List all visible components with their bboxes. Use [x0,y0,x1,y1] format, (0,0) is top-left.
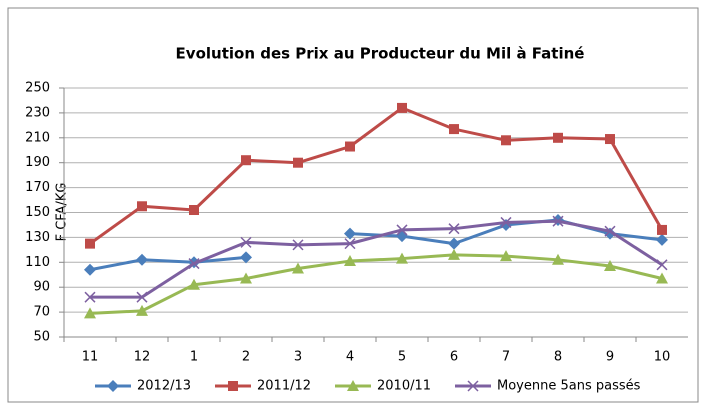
y-tick-label: 210 [25,130,50,145]
y-tick-label: 230 [25,105,50,120]
marker [188,258,200,270]
x-tick-label: 2 [242,350,250,365]
marker [396,252,408,264]
marker [228,381,238,391]
y-tick-label: 190 [25,155,50,170]
marker [85,238,95,249]
marker [136,253,148,266]
marker [292,239,304,251]
marker [448,237,460,250]
x-tick-label: 8 [554,350,562,365]
marker [500,216,512,228]
x-tick-label: 9 [606,350,614,365]
marker [344,227,356,240]
y-tick-label: 150 [25,205,50,220]
x-tick-label: 5 [398,350,406,365]
x-tick-label: 12 [134,350,151,365]
marker [136,291,148,303]
marker [344,238,356,250]
marker [241,155,251,166]
marker [501,135,511,146]
series-line [90,219,663,299]
x-tick-label: 4 [346,350,354,365]
marker [292,262,304,274]
marker [347,380,359,391]
marker [188,278,200,290]
y-tick-label: 90 [33,280,50,295]
marker [240,236,252,248]
marker [500,250,512,262]
marker [552,215,564,227]
x-tick-label: 11 [82,350,99,365]
legend-label: Moyenne 5ans passés [497,379,641,394]
x-tick-label: 7 [502,350,510,365]
legend-label: 2010/11 [377,379,431,394]
marker [396,224,408,236]
marker [656,259,668,271]
x-tick-label: 6 [450,350,458,365]
y-tick-label: 50 [33,330,50,345]
marker [344,255,356,267]
marker [84,291,96,303]
marker [107,380,119,392]
marker [240,251,252,264]
marker [137,201,147,212]
x-tick-label: 1 [190,350,198,365]
y-tick-label: 170 [25,180,50,195]
marker [467,380,479,392]
marker [397,102,407,113]
marker [448,248,460,260]
marker [293,157,303,168]
series-line [89,106,664,245]
legend-label: 2012/13 [137,379,191,394]
y-tick-label: 110 [25,255,50,270]
marker [189,205,199,216]
marker [604,225,616,237]
marker [656,233,668,246]
marker [84,307,96,319]
y-tick-label: 70 [33,305,50,320]
marker [657,224,667,235]
marker [448,223,460,235]
series-line [89,253,663,315]
x-tick-label: 3 [294,350,302,365]
marker [136,304,148,316]
marker [345,141,355,152]
marker [449,124,459,135]
marker [553,132,563,143]
y-tick-label: 250 [25,81,50,96]
marker [604,260,616,272]
marker [656,272,668,284]
marker [605,134,615,145]
marker [240,272,252,284]
x-tick-label: 10 [654,350,671,365]
chart-title: Evolution des Prix au Producteur du Mil … [176,45,585,63]
y-tick-label: 130 [25,230,50,245]
chart-border [7,7,699,403]
marker [552,253,564,265]
marker [84,263,96,276]
legend-label: 2011/12 [257,379,311,394]
